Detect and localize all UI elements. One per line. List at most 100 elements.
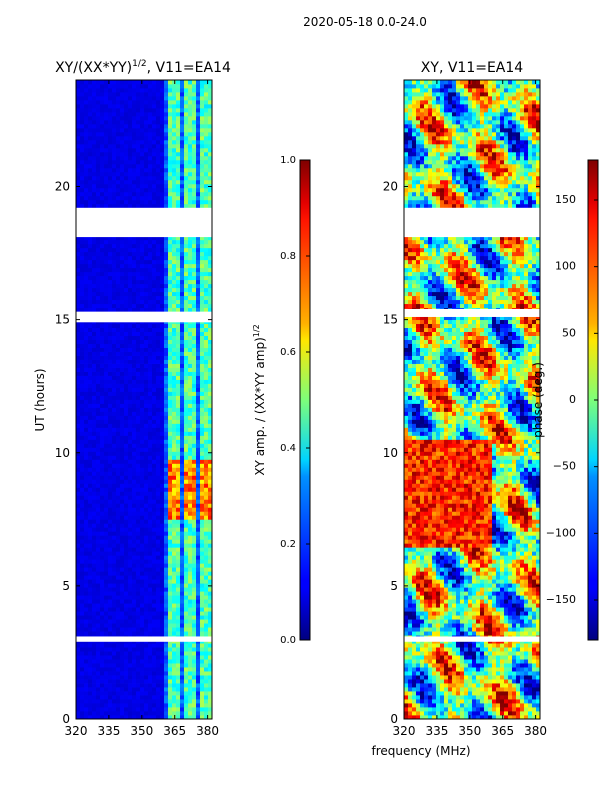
heatmap-cell xyxy=(96,583,101,588)
heatmap-cell xyxy=(116,711,121,716)
heatmap-cell xyxy=(116,291,121,297)
heatmap-cell xyxy=(92,415,97,420)
heatmap-cell xyxy=(152,339,157,344)
heatmap-cell xyxy=(208,659,212,664)
heatmap-cell xyxy=(132,279,137,285)
heatmap-cell xyxy=(104,527,109,532)
heatmap-cell xyxy=(76,143,81,149)
heatmap-cell xyxy=(176,351,181,356)
heatmap-cell xyxy=(128,647,133,652)
heatmap-cell xyxy=(80,539,85,544)
heatmap-cell xyxy=(176,511,181,516)
heatmap-cell xyxy=(144,679,149,684)
heatmap-cell xyxy=(148,235,153,241)
heatmap-cell xyxy=(164,531,169,536)
heatmap-cell xyxy=(148,611,153,616)
heatmap-cell xyxy=(92,443,97,448)
heatmap-cell xyxy=(188,303,193,309)
heatmap-cell xyxy=(144,351,149,356)
heatmap-cell xyxy=(196,383,201,388)
heatmap-cell xyxy=(180,647,185,652)
heatmap-cell xyxy=(88,303,93,309)
heatmap-cell xyxy=(160,343,165,348)
heatmap-cell xyxy=(204,695,209,700)
heatmap-cell xyxy=(132,359,137,364)
heatmap-cell xyxy=(128,135,133,141)
heatmap-cell xyxy=(108,527,113,532)
heatmap-cell xyxy=(184,447,189,452)
heatmap-cell xyxy=(188,667,193,672)
heatmap-cell xyxy=(148,271,153,277)
heatmap-cell xyxy=(120,427,125,432)
heatmap-cell xyxy=(84,435,89,440)
heatmap-cell xyxy=(196,451,201,456)
heatmap-cell xyxy=(192,359,197,364)
heatmap-cell xyxy=(176,167,181,173)
heatmap-cell xyxy=(116,715,121,719)
heatmap-cell xyxy=(96,683,101,688)
heatmap-cell xyxy=(108,419,113,424)
heatmap-cell xyxy=(192,579,197,584)
heatmap-cell xyxy=(208,323,212,329)
heatmap-cell xyxy=(116,515,121,520)
heatmap-cell xyxy=(116,303,121,309)
heatmap-cell xyxy=(108,303,113,309)
heatmap-cell xyxy=(152,551,157,556)
heatmap-cell xyxy=(200,575,205,580)
heatmap-cell xyxy=(140,539,145,544)
heatmap-cell xyxy=(112,183,117,189)
heatmap-cell xyxy=(156,355,161,360)
heatmap-cell xyxy=(164,471,169,476)
heatmap-cell xyxy=(144,251,149,257)
heatmap-cell xyxy=(80,335,85,340)
heatmap-cell xyxy=(136,399,141,404)
heatmap-cell xyxy=(188,539,193,544)
heatmap-cell xyxy=(196,171,201,177)
heatmap-cell xyxy=(76,591,81,596)
heatmap-cell xyxy=(112,651,117,656)
heatmap-cell xyxy=(192,251,197,257)
heatmap-cell xyxy=(148,339,153,344)
heatmap-cell xyxy=(104,535,109,540)
heatmap-cell xyxy=(188,191,193,197)
heatmap-cell xyxy=(108,447,113,452)
heatmap-cell xyxy=(192,163,197,169)
heatmap-cell xyxy=(116,519,121,524)
heatmap-cell xyxy=(128,307,133,313)
heatmap-cell xyxy=(172,271,177,277)
heatmap-cell xyxy=(140,507,145,512)
heatmap-cell xyxy=(124,599,129,604)
heatmap-cell xyxy=(100,535,105,540)
heatmap-cell xyxy=(104,607,109,612)
heatmap-cell xyxy=(88,547,93,552)
heatmap-cell xyxy=(184,591,189,596)
heatmap-cell xyxy=(132,555,137,560)
heatmap-cell xyxy=(200,683,205,688)
heatmap-cell xyxy=(184,631,189,636)
heatmap-cell xyxy=(112,503,117,508)
heatmap-cell xyxy=(124,459,129,464)
heatmap-cell xyxy=(152,235,157,241)
heatmap-cell xyxy=(176,695,181,700)
heatmap-cell xyxy=(156,583,161,588)
heatmap-cell xyxy=(108,655,113,660)
heatmap-cell xyxy=(192,479,197,484)
heatmap-cell xyxy=(144,415,149,420)
heatmap-cell xyxy=(144,687,149,692)
heatmap-cell xyxy=(196,631,201,636)
heatmap-cell xyxy=(112,535,117,540)
heatmap-cell xyxy=(124,131,129,137)
heatmap-cell xyxy=(148,259,153,265)
heatmap-cell xyxy=(196,143,201,149)
heatmap-cell xyxy=(116,267,121,273)
heatmap-cell xyxy=(100,599,105,604)
heatmap-cell xyxy=(200,615,205,620)
heatmap-cell xyxy=(92,139,97,145)
heatmap-cell xyxy=(144,695,149,700)
heatmap-cell xyxy=(160,419,165,424)
heatmap-cell xyxy=(116,159,121,165)
heatmap-cell xyxy=(112,555,117,560)
heatmap-cell xyxy=(200,383,205,388)
heatmap-cell xyxy=(184,511,189,516)
heatmap-cell xyxy=(92,523,97,528)
